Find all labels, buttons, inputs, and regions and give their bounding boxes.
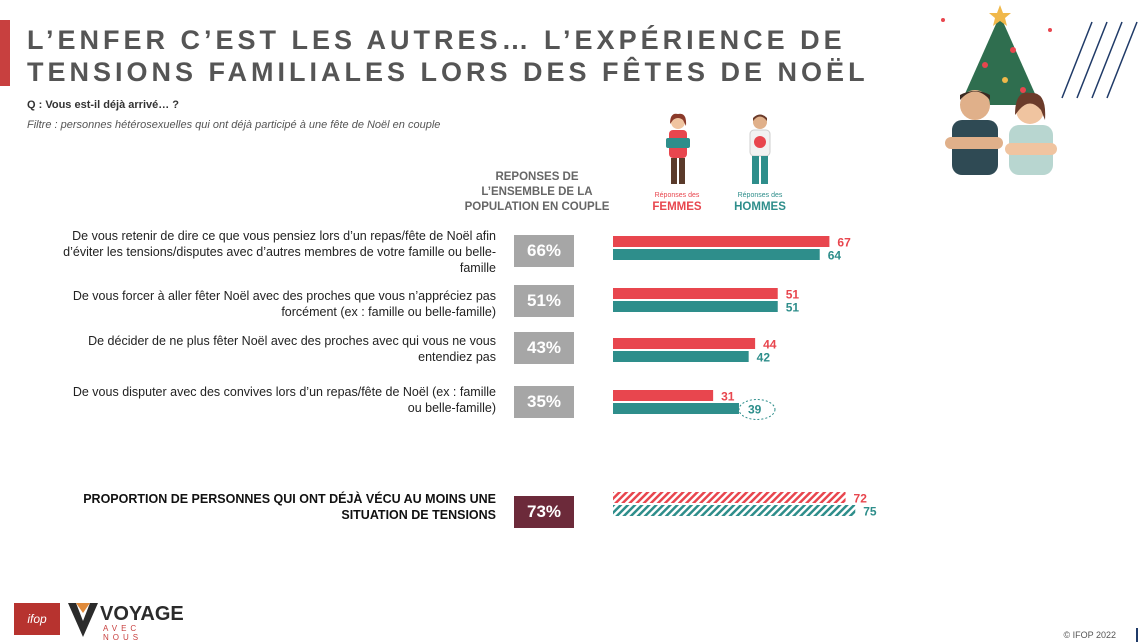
bar-hommes-1 <box>613 249 820 260</box>
women-header-big: FEMMES <box>652 201 702 213</box>
bar-hommes-4 <box>613 403 739 414</box>
voyage-v-icon <box>68 603 98 637</box>
row-label-3: De décider de ne plus fêter Noël avec de… <box>88 334 496 364</box>
bar-femmes-1 <box>613 236 830 247</box>
overall-value-box-2: 51% <box>514 285 574 317</box>
value-label-hommes-1: 64 <box>828 249 842 263</box>
voyage-logo-subtext: AVEC NOUS <box>103 624 143 642</box>
value-label-femmes-4: 31 <box>721 390 735 404</box>
value-label-hommes-4: 39 <box>748 403 762 417</box>
copyright-text: © IFOP 2022 <box>1063 630 1117 640</box>
bar-hommes-2 <box>613 301 778 312</box>
value-label-femmes-3: 44 <box>763 338 777 352</box>
bar-hommes-3 <box>613 351 749 362</box>
overall-column-header: REPONSES DE L’ENSEMBLE DE LA POPULATION … <box>464 171 610 213</box>
women-header-small: Réponses des <box>654 192 700 199</box>
value-label-femmes-5: 72 <box>854 492 868 506</box>
page-title: L’ENFER C’EST LES AUTRES… L’EXPÉRIENCE D… <box>27 25 869 87</box>
ifop-logo: ifop <box>14 603 60 635</box>
value-label-hommes-5: 75 <box>863 505 877 519</box>
row-label-2: De vous forcer à aller fêter Noël avec d… <box>72 289 496 319</box>
bar-femmes-5 <box>613 492 846 503</box>
question-text: Q : Vous est-il déjà arrivé… ? <box>27 99 180 111</box>
overall-value-box-1: 66% <box>514 235 574 267</box>
bar-femmes-4 <box>613 390 714 401</box>
row-label-1: De vous retenir de dire ce que vous pens… <box>63 229 496 275</box>
voyage-logo-text: VOYAGE <box>100 603 184 625</box>
men-column-header: Réponses des HOMMES <box>720 192 800 213</box>
value-label-femmes-1: 67 <box>837 236 851 250</box>
title-accent-bar <box>0 20 10 86</box>
man-figure-icon <box>749 114 771 184</box>
overall-value-box-total: 73% <box>514 496 574 528</box>
women-column-header: Réponses des FEMMES <box>637 192 717 213</box>
overall-value-box-4: 35% <box>514 386 574 418</box>
men-header-big: HOMMES <box>734 201 786 213</box>
men-header-small: Réponses des <box>737 192 783 199</box>
christmas-couple-illustration <box>941 5 1057 175</box>
total-row-label: PROPORTION DE PERSONNES QUI ONT DÉJÀ VÉC… <box>83 492 496 522</box>
overall-value-box-3: 43% <box>514 332 574 364</box>
woman-figure-icon <box>666 113 690 184</box>
filter-text: Filtre : personnes hétérosexuelles qui o… <box>27 119 441 131</box>
diagonal-lines-decoration <box>1061 21 1138 99</box>
value-label-hommes-2: 51 <box>786 301 800 315</box>
bar-hommes-5 <box>613 505 856 516</box>
bar-femmes-3 <box>613 338 756 349</box>
row-label-4: De vous disputer avec des convives lors … <box>72 385 496 415</box>
corner-mark <box>1136 628 1138 642</box>
highlight-circle <box>738 399 776 420</box>
value-label-femmes-2: 51 <box>786 288 800 302</box>
value-label-hommes-3: 42 <box>757 351 771 365</box>
bar-femmes-2 <box>613 288 778 299</box>
